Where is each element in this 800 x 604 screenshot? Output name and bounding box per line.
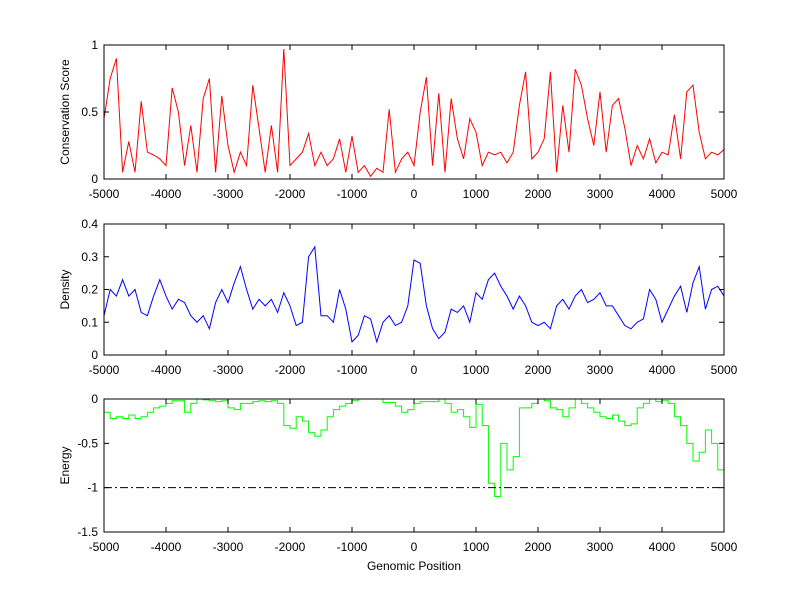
y-tick-label: 1 xyxy=(91,38,98,52)
x-tick-label: -3000 xyxy=(213,187,244,201)
y-tick-label: 0.4 xyxy=(81,217,98,231)
subplot-1: -5000 -4000 -3000 -2000 -1000 0 1000 2000 3000 40… xyxy=(58,38,738,201)
x-tick-label: -5000 xyxy=(89,187,120,201)
x-tick-label: 4000 xyxy=(649,540,676,554)
x-tick-label: 3000 xyxy=(587,363,614,377)
x-tick-label: -4000 xyxy=(151,363,182,377)
y-tick-label: 0 xyxy=(91,348,98,362)
x-tick-label: -4000 xyxy=(151,540,182,554)
x-tick-label: 1000 xyxy=(463,363,490,377)
x-tick-label: 0 xyxy=(411,363,418,377)
x-tick-label: -2000 xyxy=(275,540,306,554)
x-tick-label: -5000 xyxy=(89,363,120,377)
x-axis-label: Genomic Position xyxy=(367,559,461,573)
x-tick-label: 2000 xyxy=(525,363,552,377)
x-tick-label: -2000 xyxy=(275,363,306,377)
x-tick-label: -4000 xyxy=(151,187,182,201)
x-tick-label: -2000 xyxy=(275,187,306,201)
x-tick-label: 5000 xyxy=(711,187,738,201)
x-tick-label: 4000 xyxy=(649,187,676,201)
y-axis-label: Conservation Score xyxy=(58,59,72,165)
x-tick-label: 3000 xyxy=(587,187,614,201)
x-tick-label: 1000 xyxy=(463,540,490,554)
y-tick-label: 0.5 xyxy=(81,105,98,119)
x-tick-label: 5000 xyxy=(711,540,738,554)
x-tick-label: 1000 xyxy=(463,187,490,201)
x-tick-label: -3000 xyxy=(213,540,244,554)
x-tick-label: 5000 xyxy=(711,363,738,377)
x-tick-label: 4000 xyxy=(649,363,676,377)
x-tick-label: 2000 xyxy=(525,187,552,201)
y-tick-label: 0.2 xyxy=(81,283,98,297)
plot-area xyxy=(104,399,724,532)
x-tick-label: -1000 xyxy=(337,363,368,377)
y-axis-label: Energy xyxy=(58,446,72,484)
x-tick-label: -1000 xyxy=(337,540,368,554)
x-tick-label: -1000 xyxy=(337,187,368,201)
x-tick-label: -3000 xyxy=(213,363,244,377)
y-tick-label: 0 xyxy=(91,392,98,406)
subplot-2: -5000 -4000 -3000 -2000 -1000 0 1000 2000 3000 40… xyxy=(58,217,738,377)
subplot-3: -5000 -4000 -3000 -2000 -1000 0 1000 2000 3000 40… xyxy=(58,392,738,573)
y-axis-label: Density xyxy=(58,269,72,309)
x-tick-label: 3000 xyxy=(587,540,614,554)
y-tick-label: -1.5 xyxy=(77,525,98,539)
x-tick-label: 0 xyxy=(411,187,418,201)
x-tick-label: 2000 xyxy=(525,540,552,554)
y-tick-label: 0.1 xyxy=(81,315,98,329)
y-tick-label: 0 xyxy=(91,172,98,186)
y-tick-label: 0.3 xyxy=(81,250,98,264)
plot-area xyxy=(104,224,724,355)
plot-area xyxy=(104,45,724,179)
x-tick-label: 0 xyxy=(411,540,418,554)
y-tick-label: -0.5 xyxy=(77,436,98,450)
y-tick-label: -1 xyxy=(87,481,98,495)
x-tick-label: -5000 xyxy=(89,540,120,554)
